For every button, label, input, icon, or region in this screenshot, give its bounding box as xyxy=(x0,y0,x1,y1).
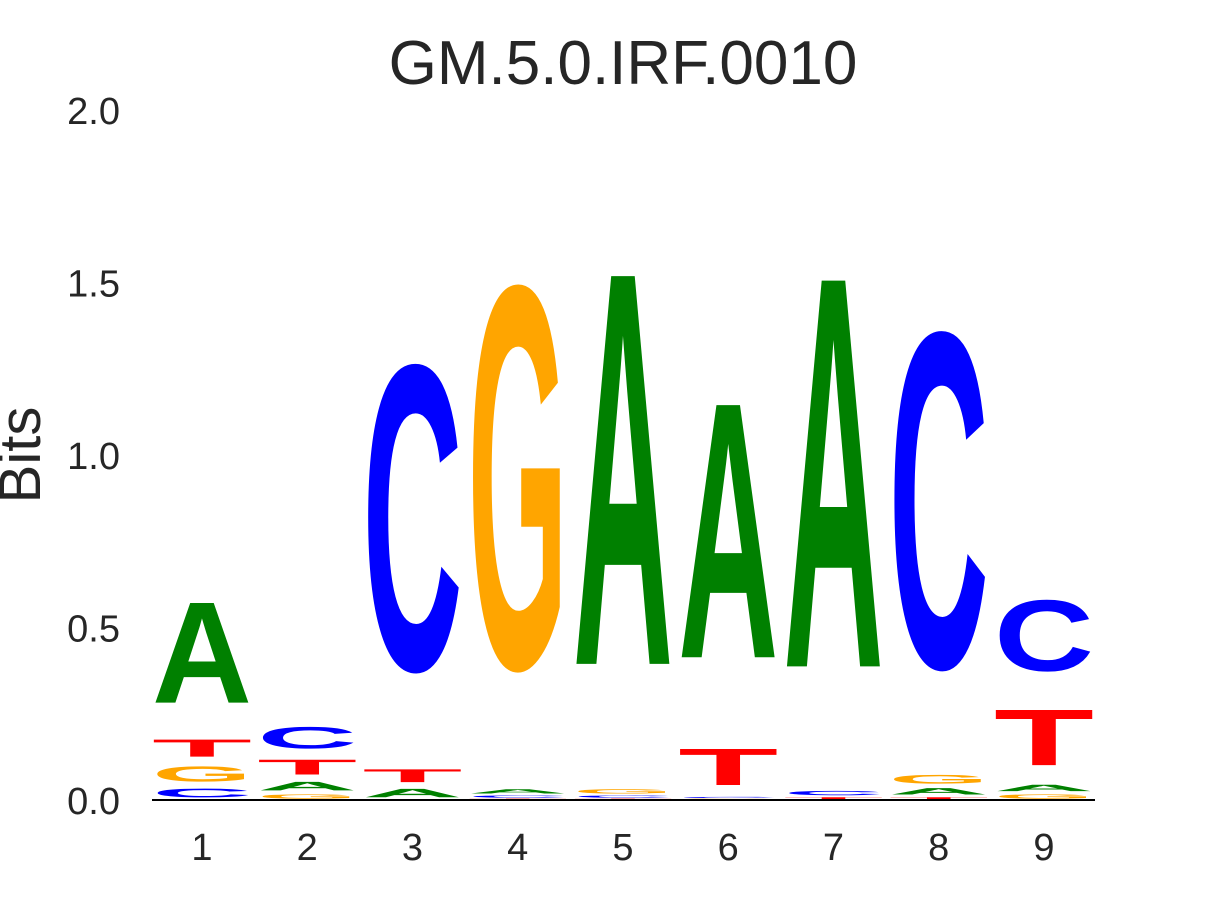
logo-letter-c: C xyxy=(994,579,1094,693)
logo-letter-g: G xyxy=(257,793,357,800)
logo-letter-a: A xyxy=(784,158,884,785)
x-tick-label: 6 xyxy=(718,827,739,869)
logo-letter-g: G xyxy=(994,793,1094,800)
logo-letter-c: C xyxy=(363,273,463,762)
x-tick-label: 2 xyxy=(297,827,318,869)
logo-letter-t: T xyxy=(678,738,778,797)
logo-column: ATC xyxy=(363,273,463,800)
logo-letter-c: C xyxy=(468,795,568,798)
logo-letter-g: G xyxy=(573,788,673,795)
logo-letter-g: G xyxy=(152,762,252,786)
logo-column: TCAG xyxy=(468,173,568,800)
logo-letter-a: A xyxy=(257,779,357,793)
logo-letter-a: A xyxy=(678,325,778,735)
logo-letter-a: A xyxy=(889,786,989,796)
x-tick-label: 8 xyxy=(928,827,949,869)
y-tick-label: 1.0 xyxy=(67,436,120,478)
logo-letter-c: C xyxy=(257,721,357,755)
y-tick-label: 1.5 xyxy=(67,264,120,306)
x-axis-ticks: 1 2 3 4 5 6 7 8 9 xyxy=(191,827,1054,869)
logo-column: TCGA xyxy=(573,153,673,800)
y-axis-ticks: 0.0 0.5 1.0 1.5 2.0 xyxy=(67,91,120,823)
logo-letter-c: C xyxy=(678,797,778,799)
logo-letter-c: C xyxy=(889,232,989,769)
logo-letter-a: A xyxy=(468,788,568,795)
x-tick-label: 1 xyxy=(191,827,212,869)
logo-letter-t: T xyxy=(994,693,1094,783)
logo-letter-c: C xyxy=(152,786,252,800)
logo-letter-t: T xyxy=(784,797,884,800)
logo-letter-t: T xyxy=(889,797,989,800)
logo-letter-c: C xyxy=(573,795,673,798)
logo-column: TCA xyxy=(784,158,884,800)
logo-letter-g: G xyxy=(889,772,989,786)
y-tick-label: 2.0 xyxy=(67,91,120,133)
logo-letter-g: G xyxy=(468,173,568,784)
logo-letter-a: A xyxy=(994,783,1094,793)
x-tick-label: 3 xyxy=(402,827,423,869)
logo-letter-t: T xyxy=(257,755,357,779)
y-tick-label: 0.0 xyxy=(67,781,120,823)
x-tick-label: 7 xyxy=(823,827,844,869)
logo-letter-a: A xyxy=(363,786,463,800)
y-tick-label: 0.5 xyxy=(67,609,120,651)
y-axis-label: Bits xyxy=(0,407,53,504)
logo-letter-a: A xyxy=(152,573,252,734)
logo-letter-a: A xyxy=(573,153,673,783)
x-tick-label: 9 xyxy=(1033,827,1054,869)
logo-stacks: CGTAGATCATCTCAGTCGAGCTATCATAGCGATC xyxy=(152,153,1094,800)
logo-letter-c: C xyxy=(784,790,884,797)
logo-letter-t: T xyxy=(363,765,463,786)
x-tick-label: 5 xyxy=(612,827,633,869)
x-tick-label: 4 xyxy=(507,827,528,869)
logo-column: GCTA xyxy=(678,325,778,800)
logo-letter-t: T xyxy=(152,734,252,762)
chart-title: GM.5.0.IRF.0010 xyxy=(389,29,858,98)
